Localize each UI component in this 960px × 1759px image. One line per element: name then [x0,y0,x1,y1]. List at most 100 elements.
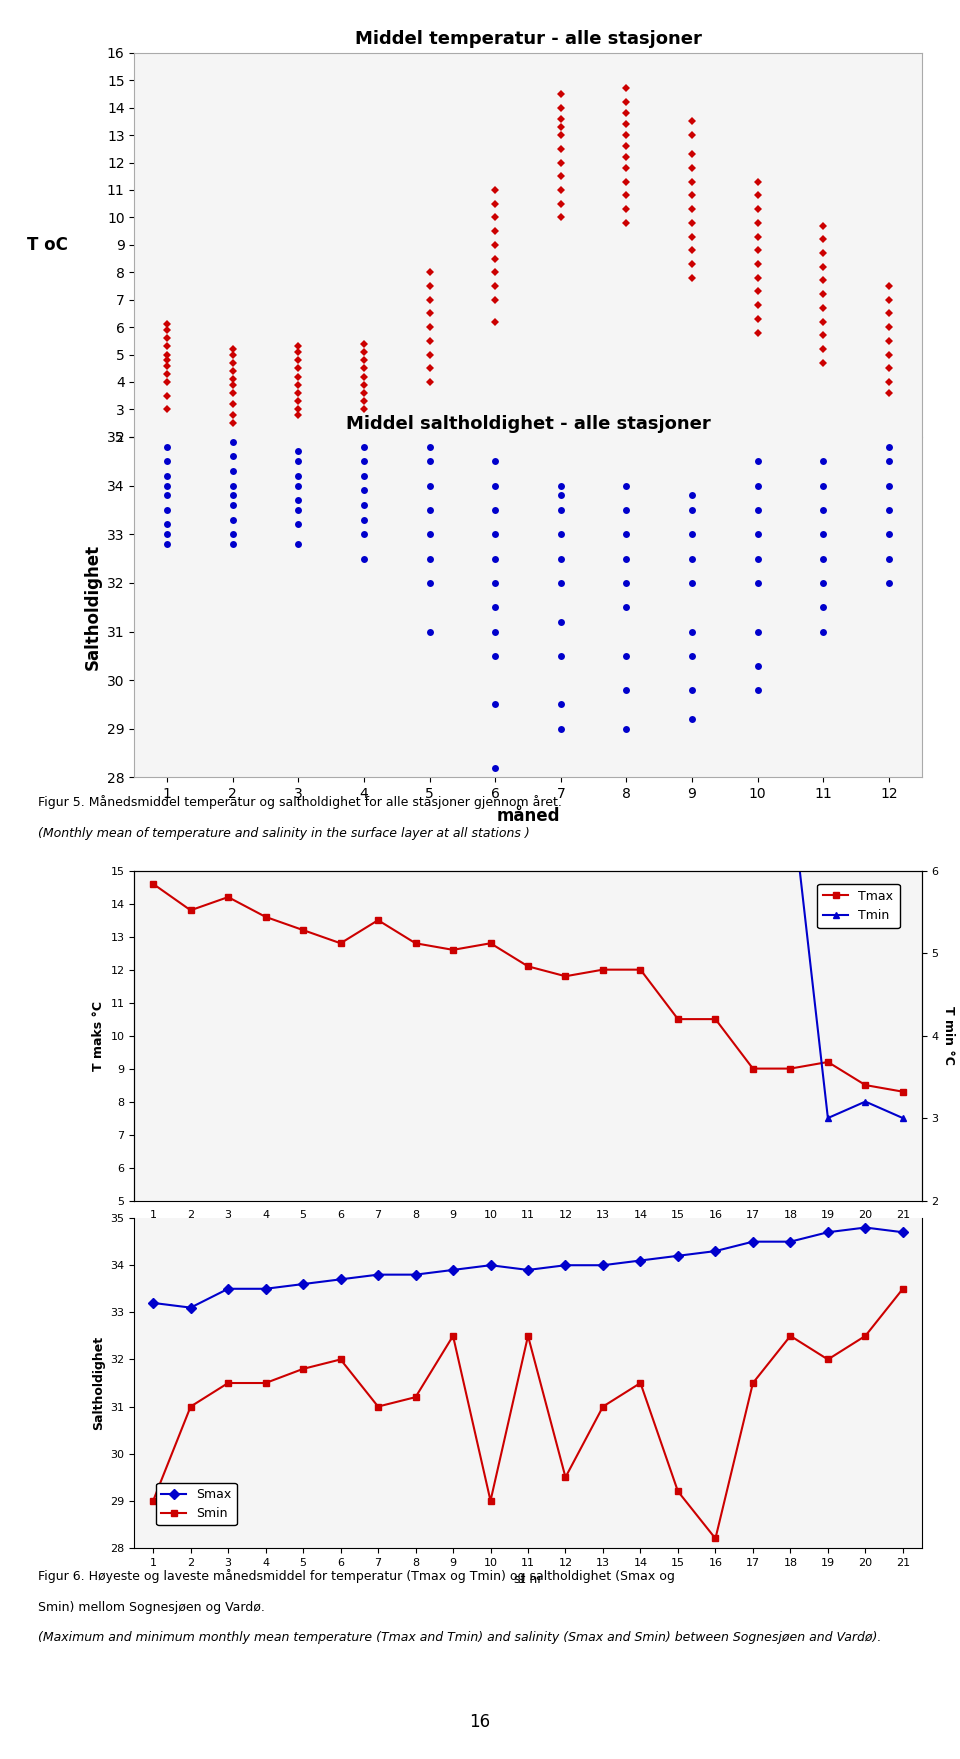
Tmax [822,1052,833,1073]
Smin [298,1358,309,1379]
Text: 16: 16 [469,1713,491,1731]
Tmax [522,955,534,976]
Legend: Tmax, Tmin: Tmax, Tmin [817,883,900,929]
Tmin [822,1108,833,1129]
Tmax [597,959,609,980]
Tmin [223,382,234,403]
Tmax [185,901,197,922]
Smax [485,1254,496,1275]
Smax [335,1268,347,1289]
Tmin [672,762,684,783]
Tmin [260,382,272,403]
Tmin [784,777,796,799]
Text: Smin) mellom Sognesjøen og Vardø.: Smin) mellom Sognesjøen og Vardø. [38,1601,265,1613]
Line: Tmin: Tmin [150,348,906,1122]
Tmin [897,1108,908,1129]
Smin [897,1279,908,1300]
Tmax [784,1059,796,1080]
Y-axis label: T oC: T oC [27,236,68,253]
Y-axis label: T maks °C: T maks °C [92,1001,105,1071]
Tmin [709,670,721,691]
Tmax [859,1075,871,1096]
Line: Tmax: Tmax [150,881,906,1096]
Tmax [560,966,571,987]
Tmax [709,1008,721,1029]
X-axis label: st nr: st nr [514,1573,542,1587]
Text: Figur 5. Månedsmiddel temperatur og saltholdighet for alle stasjoner gjennom åre: Figur 5. Månedsmiddel temperatur og salt… [38,795,563,809]
Tmax [747,1059,758,1080]
Tmin [747,762,758,783]
Tmin [185,382,197,403]
Tmax [335,932,347,953]
Smax [709,1240,721,1261]
Tmax [447,939,459,960]
Tmin [560,654,571,675]
Smax [372,1265,384,1286]
Tmin [597,753,609,774]
Smin [260,1372,272,1393]
Smax [298,1274,309,1295]
Smin [560,1467,571,1488]
Smax [822,1223,833,1244]
Smin [672,1481,684,1502]
Smax [784,1231,796,1252]
Smin [447,1325,459,1346]
Title: Middel temperatur - alle stasjoner: Middel temperatur - alle stasjoner [354,30,702,49]
Smax [223,1279,234,1300]
Smin [485,1490,496,1511]
Tmin [148,390,159,412]
Legend: Smax, Smin: Smax, Smin [156,1483,237,1525]
Tmax [260,906,272,927]
Smin [784,1325,796,1346]
Smax [897,1223,908,1244]
Text: (Maximum and minimum monthly mean temperature (Tmax and Tmin) and salinity (Smax: (Maximum and minimum monthly mean temper… [38,1631,882,1643]
Tmin [522,654,534,675]
Tmin [410,489,421,510]
Smax [635,1251,646,1272]
Smin [410,1386,421,1407]
Line: Smin: Smin [150,1286,906,1543]
Smax [410,1265,421,1286]
Tmin [335,341,347,362]
Tmin [859,1091,871,1112]
Tmax [372,909,384,931]
Smin [859,1325,871,1346]
Tmax [298,920,309,941]
Y-axis label: Saltholdighet: Saltholdighet [92,1335,105,1430]
Smax [260,1279,272,1300]
Tmax [485,932,496,953]
Smax [447,1259,459,1281]
Smax [672,1245,684,1266]
Smin [148,1490,159,1511]
Tmax [897,1082,908,1103]
Tmax [410,932,421,953]
Line: Smax: Smax [150,1224,906,1310]
Tmax [223,887,234,908]
Smin [709,1529,721,1550]
Tmin [372,357,384,378]
Smin [822,1349,833,1370]
Smax [859,1217,871,1238]
Tmin [298,373,309,394]
Tmax [148,874,159,895]
Title: Middel saltholdighet - alle stasjoner: Middel saltholdighet - alle stasjoner [346,415,710,433]
Smax [522,1259,534,1281]
Smin [635,1372,646,1393]
Tmax [635,959,646,980]
Smax [597,1254,609,1275]
Smin [185,1397,197,1418]
Tmin [447,547,459,568]
Tmin [485,654,496,675]
Smin [335,1349,347,1370]
Smin [597,1397,609,1418]
Smin [747,1372,758,1393]
Smax [560,1254,571,1275]
Tmin [635,762,646,783]
Text: Figur 6. Høyeste og laveste månedsmiddel for temperatur (Tmax og Tmin) og saltho: Figur 6. Høyeste og laveste månedsmiddel… [38,1569,675,1583]
Smin [522,1325,534,1346]
Smin [223,1372,234,1393]
Tmax [672,1008,684,1029]
Smax [185,1296,197,1317]
Smax [148,1293,159,1314]
X-axis label: st nr: st nr [514,1226,542,1238]
